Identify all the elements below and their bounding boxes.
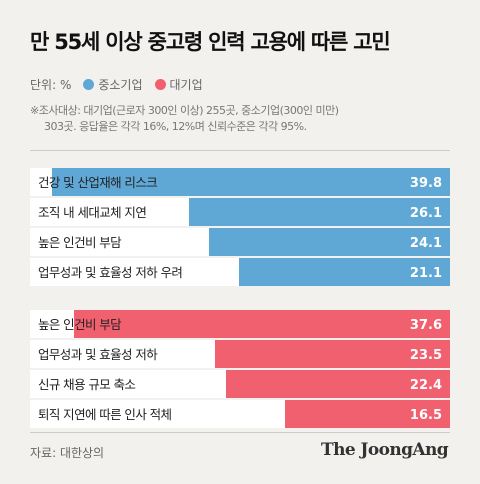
note-line-2: 303곳. 응답율은 각각 16%, 12%며 신뢰수준은 각각 95%.: [44, 120, 307, 133]
brand-logo: The JoongAng: [321, 440, 449, 460]
survey-note: ※조사대상: 대기업(근로자 300인 이상) 255곳, 중소기업(300인 …: [30, 103, 470, 135]
chart-title: 만 55세 이상 중고령 인력 고용에 따른 고민: [30, 30, 391, 54]
unit-label: 단위: %: [30, 78, 72, 92]
value-label-sme-2: 24.1: [410, 236, 442, 251]
value-label-large-0: 37.6: [410, 318, 442, 333]
bar-large-1: [215, 340, 450, 368]
value-label-sme-3: 21.1: [410, 266, 442, 281]
category-label-large-1: 업무성과 및 효율성 저하: [38, 347, 158, 362]
bar-sme-3: [239, 258, 450, 286]
category-label-large-3: 퇴직 지연에 따른 인사 적체: [38, 407, 171, 422]
category-label-sme-2: 높은 인건비 부담: [38, 235, 122, 250]
category-label-sme-1: 조직 내 세대교체 지연: [38, 205, 146, 220]
source-label: 자료: 대한상의: [30, 446, 105, 460]
bottom-divider: [30, 432, 450, 433]
bar-sme-0: [52, 168, 450, 196]
bar-sme-1: [189, 198, 450, 226]
value-label-large-3: 16.5: [410, 408, 442, 423]
value-label-sme-0: 39.8: [410, 176, 442, 191]
legend-label-large: 대기업: [169, 78, 203, 92]
category-label-sme-0: 건강 및 산업재해 리스크: [38, 175, 157, 190]
legend-label-sme: 중소기업: [98, 78, 143, 92]
top-divider: [30, 150, 450, 151]
category-label-large-2: 신규 채용 규모 축소: [38, 377, 135, 392]
category-label-large-0: 높은 인건비 부담: [38, 317, 122, 332]
legend-swatch-sme: [83, 79, 95, 90]
value-label-sme-1: 26.1: [410, 206, 442, 221]
category-label-sme-3: 업무성과 및 효율성 저하 우려: [38, 265, 182, 280]
note-line-1: ※조사대상: 대기업(근로자 300인 이상) 255곳, 중소기업(300인 …: [30, 104, 339, 117]
value-label-large-1: 23.5: [410, 348, 442, 363]
legend-swatch-large: [154, 79, 166, 90]
bar-large-2: [226, 370, 450, 398]
value-label-large-2: 22.4: [410, 378, 442, 393]
bar-large-3: [285, 400, 450, 428]
bar-sme-2: [209, 228, 450, 256]
legend: 단위: % 중소기업 대기업: [30, 76, 203, 93]
bar-large-0: [74, 310, 450, 338]
